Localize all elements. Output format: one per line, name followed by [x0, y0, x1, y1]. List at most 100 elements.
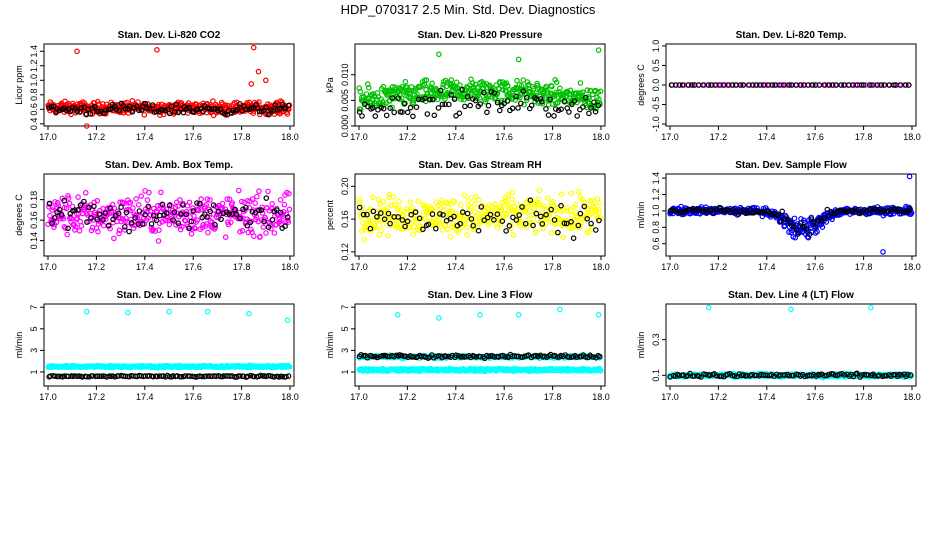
panel-title: Stan. Dev. Li-820 Temp. [736, 30, 847, 41]
x-tick-label: 17.6 [806, 132, 824, 142]
data-series [667, 204, 913, 238]
outlier-point [436, 315, 442, 321]
x-tick-label: 17.2 [710, 262, 728, 272]
data-point [128, 219, 135, 226]
x-tick-label: 17.0 [661, 262, 679, 272]
data-point [571, 98, 578, 104]
data-point [285, 219, 292, 225]
x-tick-label: 17.0 [661, 132, 679, 142]
data-point [448, 208, 455, 215]
data-point [138, 193, 145, 199]
data-point [261, 218, 267, 225]
x-tick-label: 17.0 [350, 392, 368, 402]
data-point [523, 224, 530, 230]
data-point [586, 110, 592, 117]
data-point [457, 202, 464, 208]
data-point [100, 222, 107, 229]
data-point [116, 227, 123, 234]
data-point [76, 228, 83, 234]
data-point [689, 82, 695, 88]
data-point [171, 209, 178, 216]
data-point [555, 107, 562, 114]
data-point [597, 367, 604, 374]
outlier-point [74, 48, 80, 55]
data-point [116, 230, 122, 237]
data-point [575, 189, 582, 195]
y-tick-label: 5 [29, 326, 39, 331]
data-point [159, 107, 166, 113]
x-tick-label: 18.0 [281, 392, 299, 402]
data-point [100, 216, 106, 223]
data-point [535, 196, 542, 203]
data-point [113, 106, 120, 113]
data-point [263, 195, 270, 201]
data-point [153, 108, 160, 115]
y-tick-label: 0.1 [651, 369, 661, 382]
data-point [77, 202, 84, 209]
data-point [510, 214, 516, 221]
data-point [520, 88, 527, 94]
data-point [141, 112, 148, 118]
data-point [285, 102, 292, 109]
outlier-point [868, 304, 874, 311]
data-point [282, 223, 288, 230]
data-point [65, 195, 72, 201]
data-point [273, 207, 280, 213]
data-point [148, 221, 155, 227]
data-point [411, 208, 418, 215]
data-point [204, 214, 210, 220]
data-point [560, 234, 566, 241]
x-tick-label: 17.4 [136, 392, 154, 402]
data-series [46, 372, 292, 380]
data-point [442, 95, 448, 102]
data-point [906, 205, 913, 212]
data-point [170, 217, 176, 223]
data-point [897, 82, 903, 88]
data-point [401, 100, 408, 107]
y-axis-label: ml/min [325, 332, 335, 359]
data-point [509, 189, 516, 196]
data-point [453, 352, 459, 359]
data-point [494, 225, 501, 231]
data-point [144, 105, 150, 112]
y-axis-label: kPa [325, 77, 335, 93]
data-point [737, 82, 744, 88]
data-point [558, 202, 564, 209]
data-point [158, 189, 164, 196]
y-tick-label: 1.4 [651, 172, 661, 185]
data-point [435, 105, 442, 111]
data-point [470, 222, 477, 229]
y-tick-label: 0.0 [651, 79, 661, 92]
data-point [561, 98, 568, 105]
data-point [410, 231, 417, 238]
data-point [68, 111, 74, 118]
outlier-point [284, 317, 291, 324]
y-tick-label: 0.005 [340, 89, 350, 112]
data-point [590, 354, 597, 360]
data-point [383, 112, 390, 119]
data-point [83, 190, 89, 196]
data-point [405, 87, 412, 93]
y-tick-label: 7 [340, 305, 350, 310]
outlier-point [83, 123, 90, 129]
data-point [472, 201, 478, 208]
plot-frame [354, 303, 606, 387]
x-tick-label: 17.8 [233, 392, 251, 402]
chart-panel: Stan. Dev. Amb. Box Temp.17.0 17.2 17.4 17.… [14, 160, 299, 272]
y-axis-label: Licor ppm [14, 65, 24, 105]
data-point [461, 192, 467, 199]
data-point [221, 111, 228, 117]
data-point [226, 211, 233, 217]
data-point [200, 108, 206, 115]
data-point [166, 202, 173, 209]
data-point [502, 354, 508, 360]
data-point [491, 217, 497, 223]
data-point [132, 215, 138, 221]
data-point [539, 221, 546, 227]
data-point [841, 372, 848, 378]
data-point [47, 212, 53, 219]
data-point [286, 206, 293, 213]
data-point [175, 220, 182, 227]
